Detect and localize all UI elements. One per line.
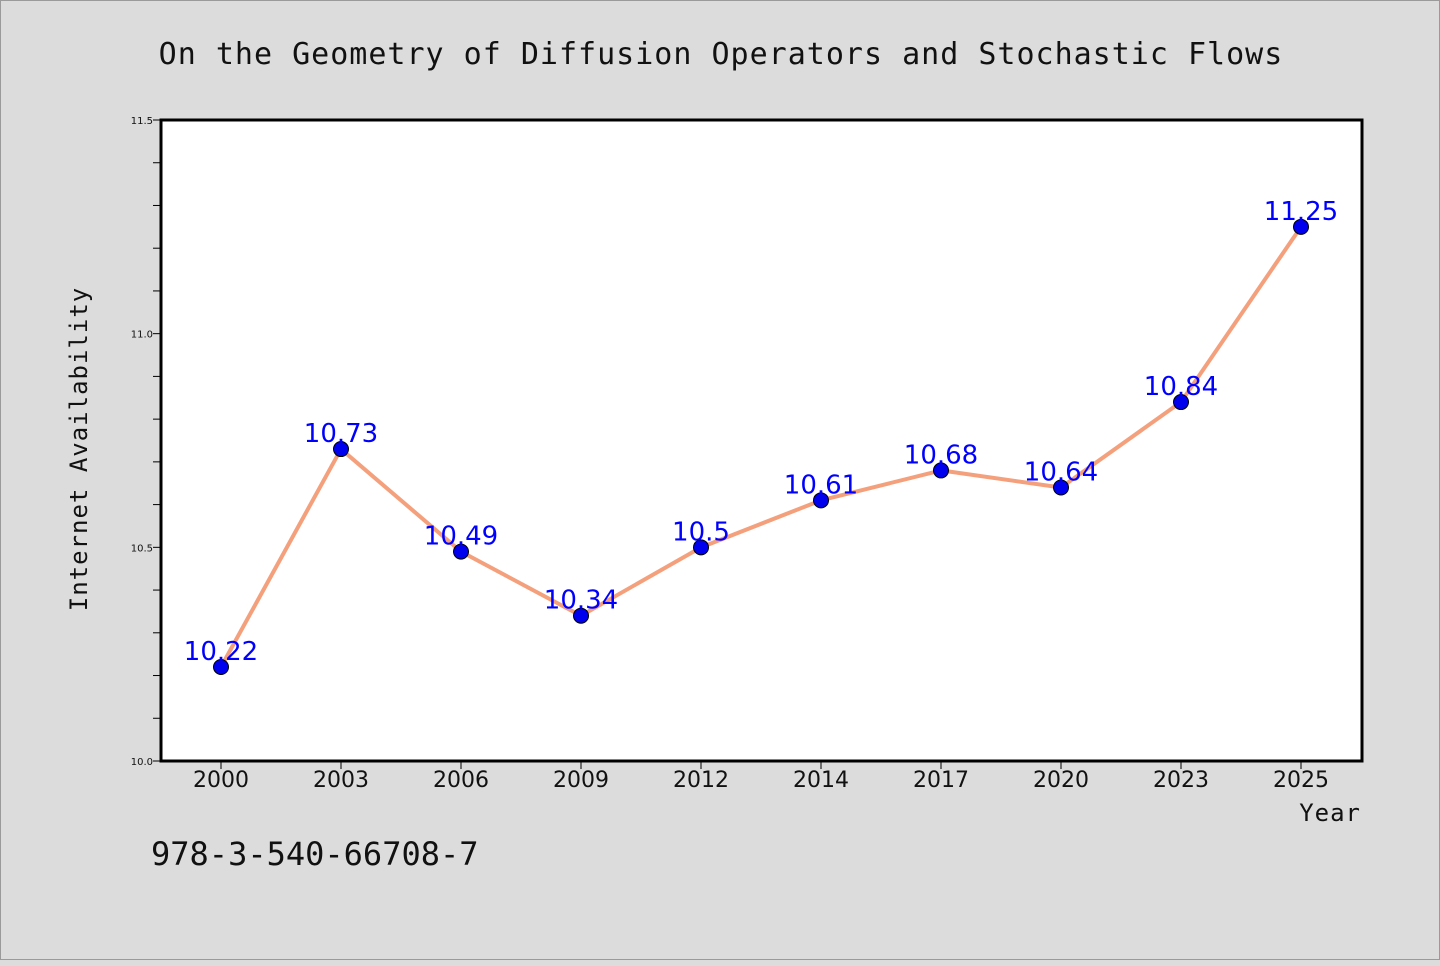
data-label: 10.5 — [672, 517, 730, 547]
x-tick-label: 2020 — [1033, 768, 1089, 793]
data-label: 10.22 — [184, 637, 258, 667]
y-axis: 10.0 10.5 11.0 11.5 — [131, 116, 161, 768]
x-axis: 2000 2003 2006 2009 2012 2014 2017 2020 2023 2025 — [193, 761, 1329, 793]
data-label: 10.49 — [424, 522, 498, 552]
x-tick-label: 2014 — [793, 768, 849, 793]
x-tick-label: 2017 — [913, 768, 969, 793]
data-label: 10.68 — [904, 440, 978, 470]
x-tick-label: 2000 — [193, 768, 249, 793]
y-axis-label: Internet Availability — [65, 287, 93, 611]
x-tick-label: 2009 — [553, 768, 609, 793]
data-point — [1173, 394, 1189, 411]
data-label: 11.25 — [1264, 197, 1338, 227]
data-point — [933, 462, 949, 479]
x-tick-label: 2023 — [1153, 768, 1209, 793]
data-point — [213, 658, 229, 675]
chart-title: On the Geometry of Diffusion Operators a… — [159, 37, 1284, 72]
x-tick-label: 2025 — [1273, 768, 1329, 793]
x-tick-label: 2003 — [313, 768, 369, 793]
isbn-text: 978-3-540-66708-7 — [151, 835, 479, 873]
y-tick-label: 10.5 — [131, 543, 153, 554]
data-label: 10.73 — [304, 419, 378, 449]
data-point — [333, 441, 349, 458]
x-tick-label: 2012 — [673, 768, 729, 793]
data-labels: 10.22 10.73 10.49 10.34 10.5 10.61 10.68 10.64 1… — [184, 197, 1338, 667]
y-tick-label: 11.5 — [131, 116, 153, 127]
data-point — [573, 607, 589, 624]
series-markers — [213, 218, 1309, 675]
series-line — [219, 225, 1303, 668]
data-label: 10.64 — [1024, 458, 1098, 488]
data-point — [1053, 479, 1069, 496]
data-label: 10.84 — [1144, 372, 1218, 402]
plot-area — [159, 118, 1364, 763]
x-axis-label: Year — [1299, 799, 1361, 827]
data-label: 10.61 — [784, 470, 858, 500]
y-tick-label: 10.0 — [131, 757, 153, 768]
data-point — [813, 492, 829, 509]
data-point — [693, 539, 709, 556]
y-tick-label: 11.0 — [131, 330, 153, 341]
data-point — [1293, 218, 1309, 235]
data-point — [453, 543, 469, 560]
x-tick-label: 2006 — [433, 768, 489, 793]
data-label: 10.34 — [544, 586, 618, 616]
